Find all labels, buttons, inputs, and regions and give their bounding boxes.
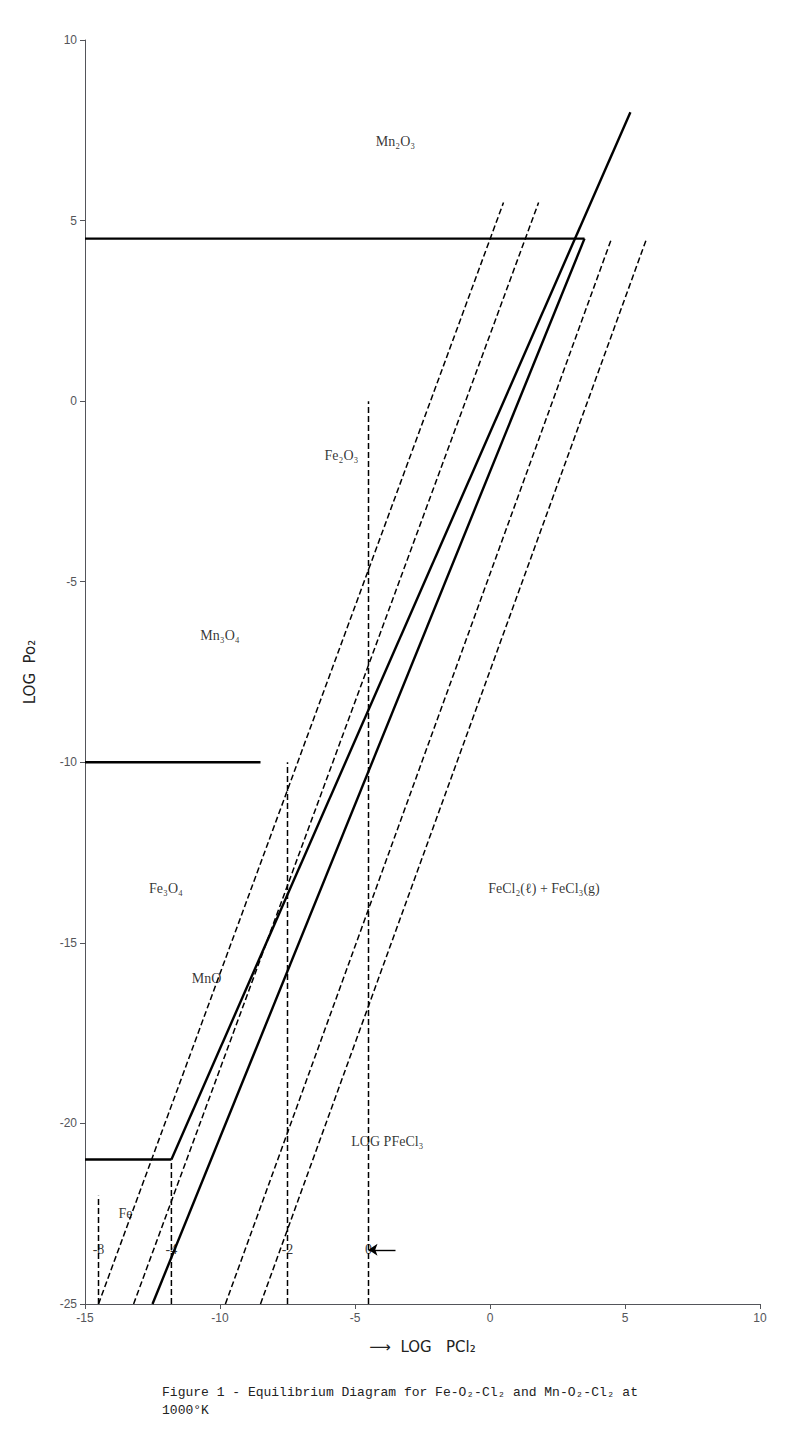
- svg-text:-5: -5: [350, 1311, 361, 1325]
- svg-text:Figure 1 - Equilibrium Diagram: Figure 1 - Equilibrium Diagram for Fe-O₂…: [162, 1385, 638, 1400]
- svg-text:-15: -15: [76, 1311, 94, 1325]
- svg-text:1000°K: 1000°K: [162, 1403, 209, 1418]
- svg-text:Fe₂O₃: Fe₂O₃: [325, 448, 359, 463]
- svg-text:LOG Po₂: LOG Po₂: [21, 640, 39, 705]
- svg-text:Mn₃O₄: Mn₃O₄: [200, 628, 239, 643]
- svg-text:Mn₂O₃: Mn₂O₃: [376, 134, 415, 149]
- svg-text:-10: -10: [60, 755, 78, 769]
- svg-text:-25: -25: [60, 1297, 78, 1311]
- svg-text:-10: -10: [211, 1311, 229, 1325]
- svg-text:-15: -15: [60, 936, 78, 950]
- svg-text:-20: -20: [60, 1116, 78, 1130]
- svg-text:Fe: Fe: [119, 1206, 133, 1221]
- svg-text:10: 10: [753, 1311, 767, 1325]
- svg-text:MnO: MnO: [192, 971, 222, 986]
- svg-text:0: 0: [365, 1242, 372, 1258]
- svg-text:-2: -2: [282, 1242, 294, 1257]
- svg-text:5: 5: [70, 214, 77, 228]
- svg-text:FeCl₂(ℓ) + FeCl₃(g): FeCl₂(ℓ) + FeCl₃(g): [488, 881, 600, 897]
- svg-text:0: 0: [70, 394, 77, 408]
- svg-text:5: 5: [622, 1311, 629, 1325]
- svg-text:10: 10: [64, 33, 78, 47]
- svg-text:0: 0: [487, 1311, 494, 1325]
- svg-text:-4: -4: [166, 1242, 178, 1257]
- svg-text:⟶ LOG PCl₂: ⟶ LOG PCl₂: [369, 1338, 475, 1356]
- svg-text:Fe₃O₄: Fe₃O₄: [149, 881, 183, 896]
- svg-text:-5: -5: [66, 575, 77, 589]
- svg-text:-8: -8: [93, 1242, 105, 1257]
- svg-text:LOG PFeCl₃: LOG PFeCl₃: [351, 1134, 423, 1149]
